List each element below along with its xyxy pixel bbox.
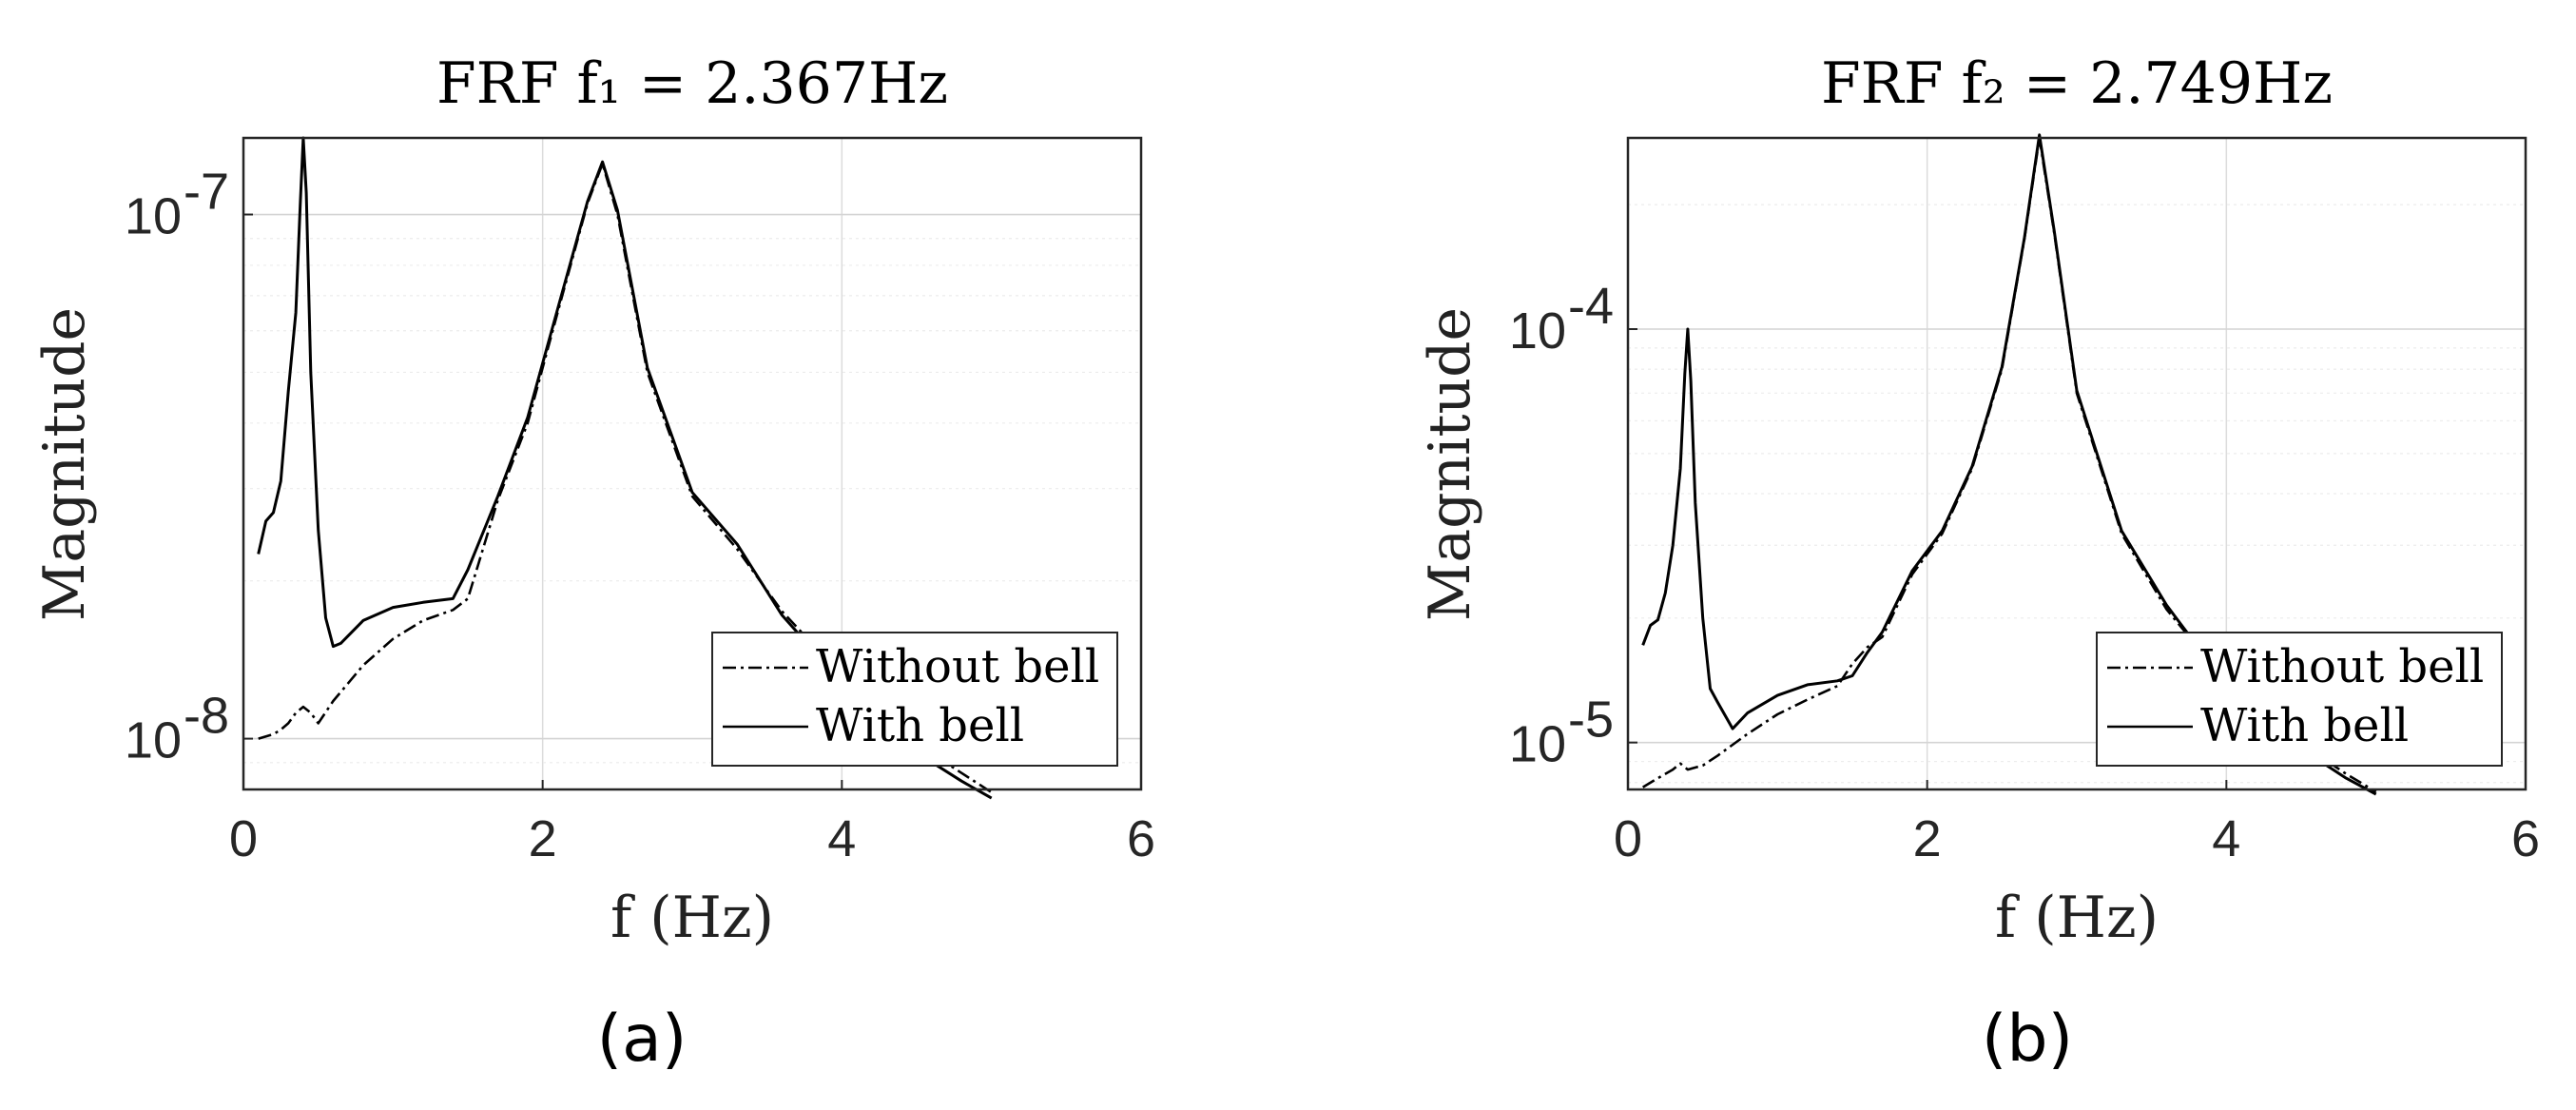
chart-a-ytick-label: 10 — [125, 188, 182, 245]
chart-a-xtick-label: 0 — [229, 810, 258, 867]
chart-a-axes-box — [242, 136, 1143, 791]
chart-a-ylabel: Magnitude — [31, 307, 98, 621]
chart-b-xlabel: f (Hz) — [1995, 885, 2159, 951]
chart-b-legend: Without bell With bell — [2096, 632, 2503, 767]
chart-a-legend-label-without-bell: Without bell — [816, 640, 1099, 693]
chart-a-xtick-label: 2 — [529, 810, 557, 867]
chart-b-yticks: 10-510-4 — [1509, 278, 1637, 773]
chart-a-xlabel: f (Hz) — [610, 885, 774, 951]
chart-b-series — [1641, 133, 2377, 796]
chart-b-xtick-label: 6 — [2511, 810, 2540, 867]
chart-b-axes-box — [1626, 136, 2528, 791]
chart-b-ytick-label: 10 — [1509, 716, 1566, 773]
chart-b-series-without-bell — [1642, 136, 2377, 793]
chart-b-xtick-label: 4 — [2212, 810, 2240, 867]
chart-b-title: FRF f₂ = 2.749Hz — [1821, 50, 2333, 117]
chart-a-legend-box — [711, 632, 1118, 767]
chart-b-ylabel: Magnitude — [1417, 307, 1483, 621]
chart-b-legend-label-without-bell: Without bell — [2200, 640, 2484, 693]
chart-b-title-text: FRF f₂ = 2.749Hz — [1821, 50, 2333, 117]
chart-a-xtick-label: 4 — [827, 810, 856, 867]
chart-a-ytick-label: 10 — [125, 712, 182, 769]
chart-b-ytick-label: 10 — [1509, 302, 1566, 360]
chart-b-xtick-label: 2 — [1913, 810, 1942, 867]
chart-b-series-with-bell — [1641, 133, 2377, 796]
chart-a-title-text: FRF f₁ = 2.367Hz — [436, 50, 948, 117]
chart-a-title: FRF f₁ = 2.367Hz — [436, 50, 948, 117]
chart-a-legend-label-with-bell: With bell — [816, 699, 1024, 752]
chart-b-ytick-exponent: -5 — [1568, 691, 1614, 749]
chart-b-legend-label-with-bell: With bell — [2200, 699, 2409, 752]
chart-b-ytick-exponent: -4 — [1568, 278, 1614, 335]
chart-a-legend: Without bell With bell — [711, 632, 1118, 767]
panel-label-a: (a) — [597, 1002, 688, 1077]
chart-b-legend-box — [2096, 632, 2503, 767]
chart-a-series-with-bell — [257, 136, 993, 800]
chart-a-ytick-exponent: -7 — [184, 164, 229, 221]
chart-a-ytick-exponent: -8 — [184, 688, 229, 745]
chart-b-xticks: 0 2 4 6 — [1614, 780, 2540, 867]
chart-a-xtick-label: 6 — [1127, 810, 1155, 867]
chart-b-xtick-label: 0 — [1614, 810, 1642, 867]
chart-a-xticks: 0 2 4 6 — [229, 780, 1155, 867]
chart-a-series — [257, 136, 993, 800]
panel-label-b: (b) — [1982, 1002, 2073, 1077]
chart-a-yticks: 10-810-7 — [125, 164, 253, 769]
